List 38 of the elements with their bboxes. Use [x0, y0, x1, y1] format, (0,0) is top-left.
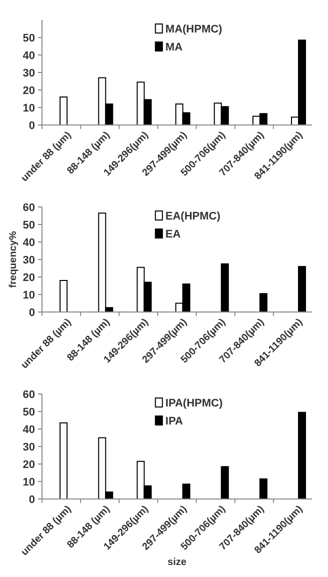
- bar: [298, 412, 306, 500]
- x-axis-title: size: [168, 557, 187, 568]
- y-tick-label: 30: [22, 254, 35, 266]
- legend-label: IPA(HPMC): [165, 397, 223, 410]
- y-tick-label: 30: [22, 67, 35, 80]
- legend-label: MA: [165, 41, 183, 54]
- bar: [182, 484, 190, 500]
- y-tick-label: 40: [22, 424, 35, 436]
- y-tick-label: 0: [28, 120, 35, 132]
- y-tick-label: 40: [22, 236, 35, 249]
- y-tick-label: 50: [22, 406, 35, 418]
- y-tick-label: 0: [28, 494, 35, 506]
- bar: [60, 280, 68, 312]
- y-tick-label: 50: [22, 32, 35, 44]
- bar: [60, 422, 68, 500]
- y-tick-label: 40: [22, 50, 35, 62]
- bar: [220, 466, 229, 500]
- y-tick-label: 10: [22, 289, 35, 302]
- bar: [259, 478, 268, 500]
- y-tick-label: 60: [22, 388, 35, 401]
- y-tick-label: 10: [22, 476, 35, 488]
- y-tick-label: 20: [22, 458, 35, 471]
- bar: [60, 96, 68, 126]
- bar: [259, 293, 268, 312]
- y-tick-label: 60: [22, 202, 35, 214]
- y-tick-label: 50: [22, 219, 35, 232]
- y-tick-label: 20: [22, 84, 35, 97]
- y-tick-label: 20: [22, 272, 35, 284]
- y-axis-title: frequency%: [8, 231, 19, 288]
- legend-label: EA(HPMC): [165, 210, 221, 222]
- y-tick-label: 30: [22, 441, 35, 454]
- bar: [298, 266, 306, 312]
- y-tick-label: 0: [28, 306, 35, 319]
- bar: [220, 263, 229, 312]
- legend-label: EA: [165, 228, 181, 240]
- legend-label: MA(HPMC): [165, 23, 223, 36]
- legend-label: IPA: [165, 415, 183, 428]
- y-tick-label: 10: [22, 102, 35, 114]
